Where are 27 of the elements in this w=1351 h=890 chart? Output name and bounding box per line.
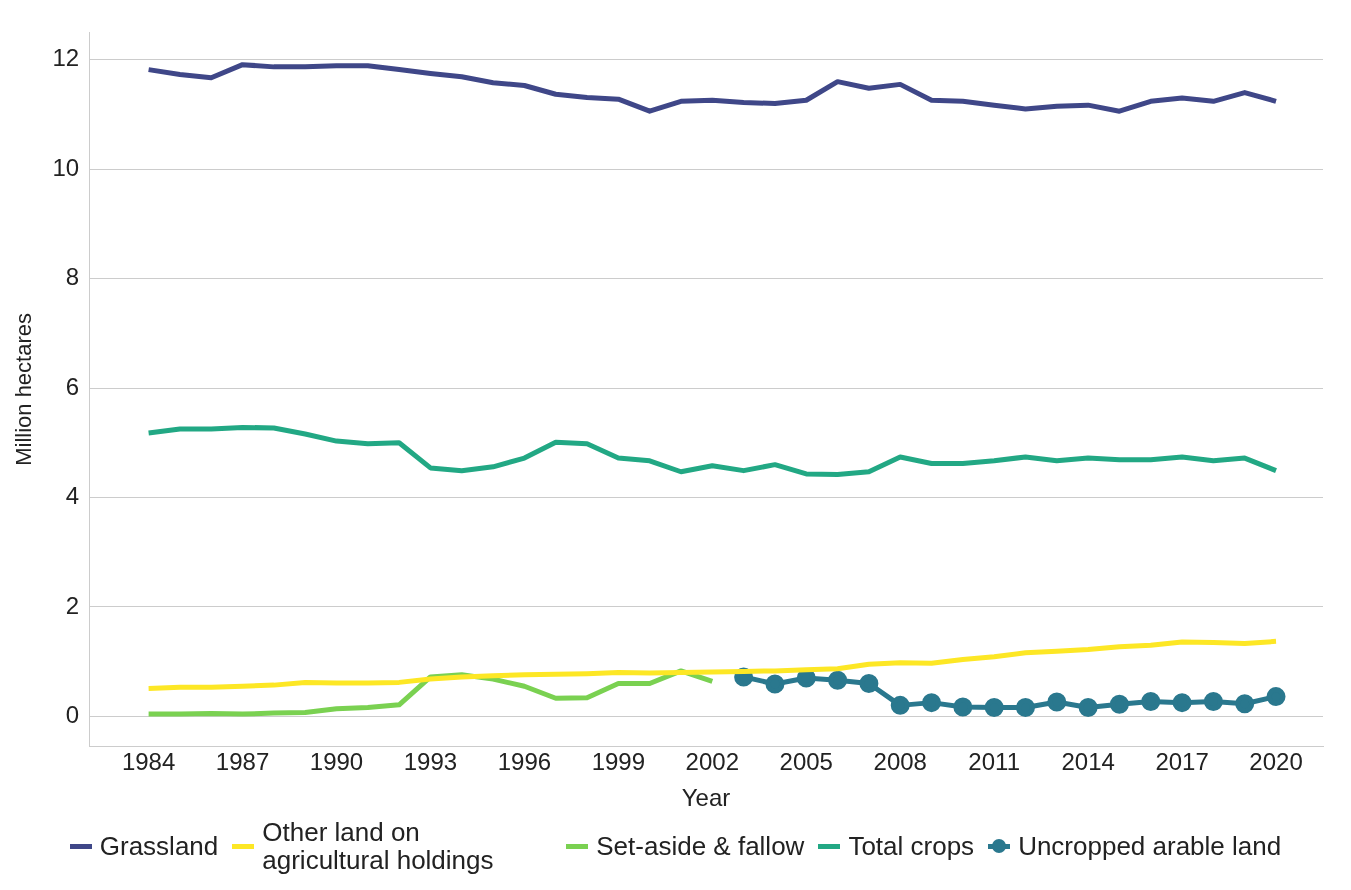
x-tick-label: 2002 (685, 748, 740, 776)
x-tick-label: 1996 (497, 748, 552, 776)
y-tick-label: 12 (52, 44, 80, 72)
legend-label: Uncropped arable land (1018, 831, 1282, 861)
legend-label: Total crops (848, 831, 975, 861)
legend-label: Set-aside & fallow (596, 831, 805, 861)
x-tick-label: 2017 (1155, 748, 1209, 776)
y-tick-label: 0 (65, 700, 80, 728)
x-tick-label: 1993 (403, 748, 458, 776)
legend-label: Grassland (99, 831, 219, 861)
x-tick-label: 1999 (591, 748, 646, 776)
x-tick-label: 1987 (215, 748, 270, 776)
y-tick-label: 4 (65, 482, 80, 510)
x-tick-label: 2011 (968, 748, 1020, 776)
y-tick-label: 6 (65, 372, 80, 400)
x-tick-label: 2020 (1249, 748, 1303, 776)
x-tick-label: 2008 (873, 748, 927, 776)
x-tick-label: 2014 (1061, 748, 1115, 776)
x-tick-label: 1984 (121, 748, 176, 776)
x-tick-label: 2005 (779, 748, 833, 776)
legend-label: Other land on agricultural holdings (262, 817, 495, 875)
x-axis-title: Year (681, 784, 731, 812)
y-tick-label: 2 (65, 591, 80, 619)
y-axis-title: Million hectares (11, 312, 37, 466)
y-tick-label: 10 (52, 153, 80, 181)
y-tick-label: 8 (65, 263, 80, 291)
x-tick-label: 1990 (309, 748, 364, 776)
